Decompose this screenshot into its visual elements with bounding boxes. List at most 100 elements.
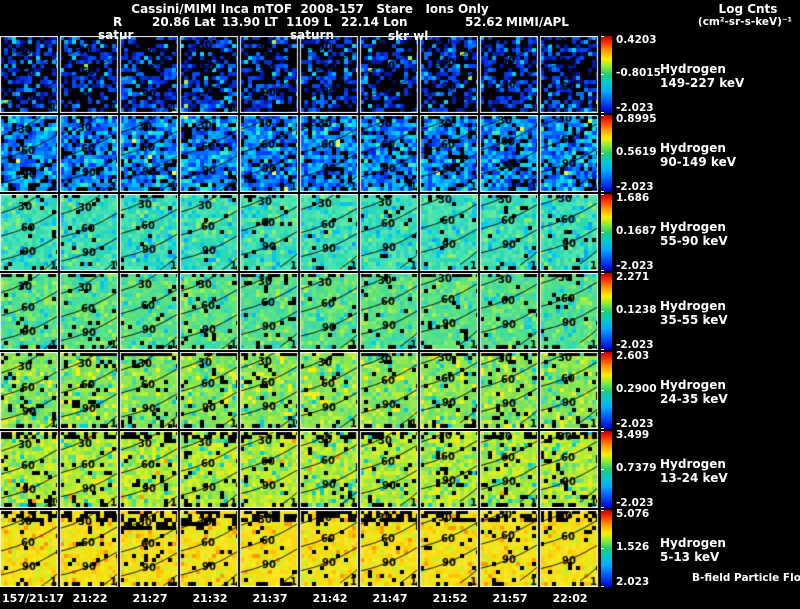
scale-max-label: 3.499 xyxy=(616,429,650,441)
colorbar-tick xyxy=(601,273,604,274)
scale-max-label: 2.271 xyxy=(616,271,650,283)
scale-mid-label: 0.1238 xyxy=(616,304,657,316)
colorbar-tick xyxy=(601,469,604,470)
energy-range-label: 149-227 keV xyxy=(660,76,745,90)
species-label: Hydrogen xyxy=(660,220,726,234)
scale-mid-label: 0.7379 xyxy=(616,462,657,474)
scale-max-label: 0.8995 xyxy=(616,113,657,125)
colorbar-tick xyxy=(601,507,604,508)
scale-max-label: 0.4203 xyxy=(616,34,657,46)
scale-max-label: 5.076 xyxy=(616,508,650,520)
time-tick: 157/21:17 xyxy=(2,592,64,605)
scale-min-label: -2.023 xyxy=(616,418,654,430)
colorbar xyxy=(601,194,612,271)
spectrogram-row-35-55kev: 2.271 0.1238 -2.023 Hydrogen 35-55 keV xyxy=(0,271,800,351)
field-mimi-apl: MIMI/APL xyxy=(506,15,569,29)
colorbar xyxy=(601,36,612,113)
species-label: Hydrogen xyxy=(660,536,726,550)
spectrogram-panels-canvas xyxy=(0,36,600,113)
colorbar-tick xyxy=(601,548,604,549)
time-tick: 21:22 xyxy=(72,592,108,605)
scale-mid-label: 0.1687 xyxy=(616,225,657,237)
energy-range-label: 13-24 keV xyxy=(660,471,728,485)
colorbar-tick xyxy=(601,74,604,75)
field-lt-l: 1109 L xyxy=(286,15,332,29)
scale-mid-label: 1.526 xyxy=(616,541,650,553)
energy-range-label: 24-35 keV xyxy=(660,392,728,406)
colorbar-units-subtitle: (cm²-sr-s-keV)⁻¹ xyxy=(697,16,793,28)
spectrogram-panels-canvas xyxy=(0,194,600,271)
energy-range-label: 5-13 keV xyxy=(660,550,720,564)
energy-range-label: 55-90 keV xyxy=(660,234,728,248)
colorbar-tick xyxy=(601,191,604,192)
scale-max-label: 1.686 xyxy=(616,192,650,204)
colorbar-tick xyxy=(601,270,604,271)
field-lat-lt: 13.90 LT xyxy=(222,15,278,29)
spectrogram-panels-canvas xyxy=(0,273,600,350)
colorbar-tick xyxy=(601,153,604,154)
colorbar-tick xyxy=(601,194,604,195)
colorbar-units-title: Log Cnts xyxy=(718,2,778,16)
annotation-satur: satur xyxy=(98,28,134,42)
time-tick: 21:27 xyxy=(132,592,168,605)
scale-min-label: -2.023 xyxy=(616,102,654,114)
energy-range-label: 35-55 keV xyxy=(660,313,728,327)
species-label: Hydrogen xyxy=(660,141,726,155)
scale-mid-label: 0.5619 xyxy=(616,146,657,158)
annotation-skr-wl: skr wl xyxy=(388,29,429,43)
spectrogram-row-55-90kev: 1.686 0.1687 -2.023 Hydrogen 55-90 keV xyxy=(0,192,800,272)
colorbar xyxy=(601,510,612,587)
field-lon-value: 52.62 xyxy=(465,15,503,29)
time-tick: 21:52 xyxy=(432,592,468,605)
scale-max-label: 2.603 xyxy=(616,350,650,362)
spectrogram-row-90-149kev: 0.8995 0.5619 -2.023 Hydrogen 90-149 keV xyxy=(0,113,800,193)
field-l-lon: 22.14 Lon xyxy=(341,15,408,29)
colorbar xyxy=(601,115,612,192)
time-tick: 21:32 xyxy=(192,592,228,605)
page-title: Cassini/MIMI Inca mTOF 2008-157 Stare Io… xyxy=(131,2,489,16)
spectrogram-panels-canvas xyxy=(0,510,600,587)
time-tick: 21:42 xyxy=(312,592,348,605)
colorbar-tick xyxy=(601,311,604,312)
spectrogram-panels-canvas xyxy=(0,352,600,429)
annotation-saturn: saturn xyxy=(290,28,334,42)
field-radius-lat: 20.86 Lat xyxy=(152,15,216,29)
colorbar-tick xyxy=(601,428,604,429)
scale-min-label: -2.023 xyxy=(616,260,654,272)
spectrogram-panels-canvas xyxy=(0,115,600,192)
colorbar xyxy=(601,431,612,508)
scale-mid-label: -0.8015 xyxy=(616,67,661,79)
scale-min-label: -2.023 xyxy=(616,497,654,509)
scale-min-label: 2.023 xyxy=(616,576,650,588)
colorbar-tick xyxy=(601,510,604,511)
spectrogram-panels-canvas xyxy=(0,431,600,508)
time-tick: 21:57 xyxy=(492,592,528,605)
field-r: R xyxy=(113,15,123,29)
species-label: Hydrogen xyxy=(660,378,726,392)
spectrogram-row-149-227kev: 0.4203 -0.8015 -2.023 Hydrogen 149-227 k… xyxy=(0,34,800,114)
spectrogram-row-5-13kev: 5.076 1.526 2.023 Hydrogen 5-13 keV B-fi… xyxy=(0,508,800,588)
scale-min-label: -2.023 xyxy=(616,339,654,351)
spectrogram-row-24-35kev: 2.603 0.2900 -2.023 Hydrogen 24-35 keV xyxy=(0,350,800,430)
colorbar-tick xyxy=(601,431,604,432)
time-tick: 21:37 xyxy=(252,592,288,605)
colorbar-tick xyxy=(601,112,604,113)
scale-mid-label: 0.2900 xyxy=(616,383,657,395)
colorbar-tick xyxy=(601,115,604,116)
time-axis: 157/21:17 21:22 21:27 21:32 21:37 21:42 … xyxy=(0,592,800,607)
colorbar-tick xyxy=(601,36,604,37)
energy-range-label: 90-149 keV xyxy=(660,155,736,169)
colorbar-tick xyxy=(601,349,604,350)
colorbar-tick xyxy=(601,352,604,353)
time-tick: 21:47 xyxy=(372,592,408,605)
spectrogram-row-13-24kev: 3.499 0.7379 -2.023 Hydrogen 13-24 keV xyxy=(0,429,800,509)
colorbar xyxy=(601,352,612,429)
colorbar-tick xyxy=(601,586,604,587)
species-label: Hydrogen xyxy=(660,299,726,313)
colorbar-tick xyxy=(601,232,604,233)
colorbar xyxy=(601,273,612,350)
species-label: Hydrogen xyxy=(660,62,726,76)
bfield-particle-flow-note: B-field Particle Flow xyxy=(692,572,800,584)
time-tick: 22:02 xyxy=(552,592,588,605)
